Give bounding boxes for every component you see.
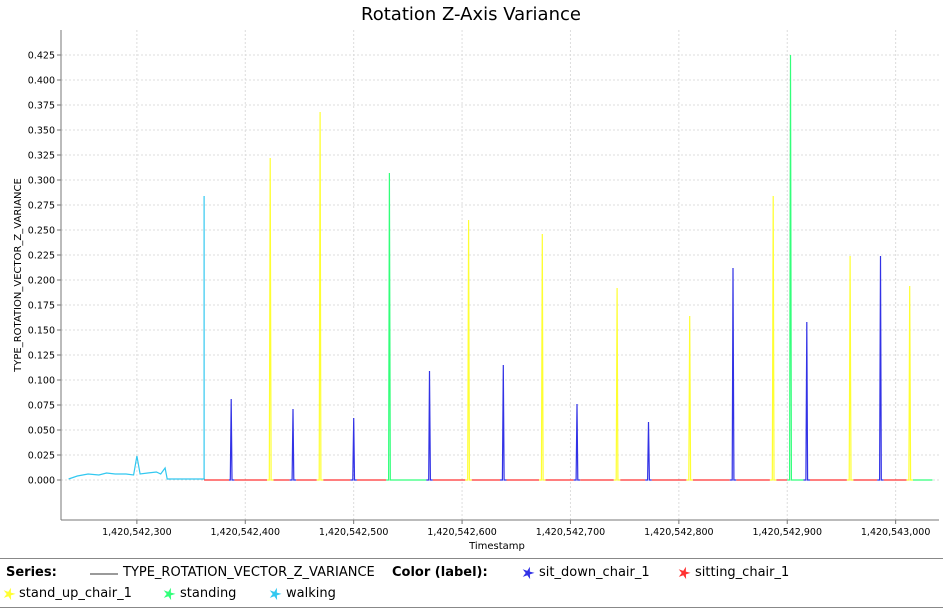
series-segment-sit-down-chair-1 (350, 417, 357, 481)
series-segment-stand-up-chair-1 (267, 157, 274, 481)
series-segment-sit-down-chair-1 (426, 370, 433, 481)
series-segment-sit-down-chair-1 (729, 267, 737, 481)
y-tick-label: 0.350 (28, 126, 55, 137)
legend-label-sitting-chair-1: sitting_chair_1 (695, 565, 790, 580)
series-segment-sit-down-chair-1 (573, 403, 581, 481)
series-segment-stand-up-chair-1 (465, 219, 472, 481)
series-segment-sit-down-chair-1 (289, 408, 297, 481)
y-tick-label: 0.150 (28, 326, 55, 337)
legend-label-sit-down-chair-1: sit_down_chair_1 (539, 565, 650, 580)
x-tick-label: 1,420,542,500 (319, 527, 389, 538)
y-tick-label: 0.300 (28, 176, 55, 187)
y-tick-label: 0.275 (28, 201, 55, 212)
chart-canvas: Rotation Z-Axis Variance 0.000 0.025 0.050… (13, 4, 939, 552)
grid (61, 30, 939, 520)
series-segment-sit-down-chair-1 (877, 255, 884, 481)
y-tick-label: 0.100 (28, 376, 55, 387)
x-tick-label: 1,420,542,300 (102, 527, 172, 538)
legend-series-heading: Series: (6, 565, 57, 580)
legend-star-icon (678, 566, 691, 580)
x-axis-label: Timestamp (468, 541, 525, 552)
series-segment-stand-up-chair-1 (316, 111, 324, 481)
y-ticks: 0.000 0.025 0.050 0.075 0.100 0.125 0.150 0.175… (28, 51, 61, 487)
y-axis-label: TYPE_ROTATION_VECTOR_Z_VARIANCE (13, 178, 24, 373)
series-segment-sit-down-chair-1 (500, 364, 507, 481)
series-segment-stand-up-chair-1 (769, 195, 777, 481)
series-segment-stand-up-chair-1 (906, 285, 913, 481)
legend-star-icon (163, 587, 176, 601)
legend-star-icon (522, 566, 535, 580)
axes (60, 30, 939, 521)
y-tick-label: 0.400 (28, 76, 55, 87)
series-segment-standing (787, 54, 804, 481)
series-segment-sit-down-chair-1 (229, 398, 235, 481)
y-tick-label: 0.200 (28, 276, 55, 287)
legend-label-walking: walking (286, 586, 336, 601)
legend-star-icon (3, 587, 16, 601)
y-tick-label: 0.250 (28, 226, 55, 237)
y-tick-label: 0.425 (28, 51, 55, 62)
x-tick-label: 1,420,542,900 (752, 527, 822, 538)
x-tick-label: 1,420,542,400 (211, 527, 281, 538)
series-segment-stand-up-chair-1 (539, 233, 546, 481)
series-segment-walking (68, 196, 205, 480)
y-tick-label: 0.050 (28, 426, 55, 437)
series-segment-sit-down-chair-1 (645, 421, 652, 481)
y-tick-label: 0.225 (28, 251, 55, 262)
legend-color-heading: Color (label): (392, 565, 488, 580)
legend: Series: TYPE_ROTATION_VECTOR_Z_VARIANCE … (0, 558, 943, 608)
data-layer (68, 54, 933, 481)
series-segment-stand-up-chair-1 (686, 315, 693, 481)
series-segment-stand-up-chair-1 (613, 287, 621, 481)
chart-title: Rotation Z-Axis Variance (361, 4, 581, 25)
series-segment-standing (386, 172, 427, 481)
x-tick-label: 1,420,542,600 (427, 527, 497, 538)
legend-series-line (90, 573, 118, 575)
y-tick-label: 0.325 (28, 151, 55, 162)
x-tick-label: 1,420,542,800 (644, 527, 714, 538)
y-tick-label: 0.000 (28, 476, 55, 487)
y-tick-label: 0.025 (28, 451, 55, 462)
x-tick-label: 1,420,543,000 (861, 527, 931, 538)
legend-series-name: TYPE_ROTATION_VECTOR_Z_VARIANCE (123, 565, 375, 580)
x-tick-label: 1,420,542,700 (536, 527, 606, 538)
y-tick-label: 0.175 (28, 301, 55, 312)
legend-star-icon (269, 587, 282, 601)
legend-label-stand-up-chair-1: stand_up_chair_1 (19, 586, 132, 601)
series-segment-sit-down-chair-1 (803, 321, 810, 481)
plot-area (61, 30, 939, 520)
y-tick-label: 0.075 (28, 401, 55, 412)
x-ticks: 1,420,542,300 1,420,542,400 1,420,542,500 1… (102, 520, 930, 538)
y-tick-label: 0.375 (28, 101, 55, 112)
series-segment-stand-up-chair-1 (846, 255, 854, 481)
y-tick-label: 0.125 (28, 351, 55, 362)
legend-label-standing: standing (180, 586, 237, 601)
